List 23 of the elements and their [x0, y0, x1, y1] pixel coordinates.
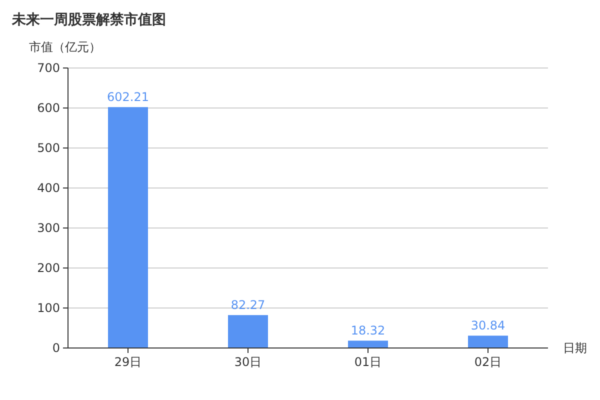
bar — [468, 336, 508, 348]
x-tick-label: 01日 — [354, 355, 382, 369]
x-tick-label: 29日 — [114, 355, 142, 369]
data-label: 602.21 — [107, 90, 149, 104]
y-tick-label: 300 — [37, 221, 60, 235]
y-axis-title: 市值（亿元） — [29, 40, 101, 54]
data-label: 30.84 — [470, 318, 506, 333]
x-tick-label: 30日 — [234, 355, 262, 369]
bar — [108, 107, 148, 348]
y-tick-label: 700 — [37, 61, 60, 75]
x-axis-title: 日期 — [563, 341, 587, 355]
y-tick-label: 200 — [37, 261, 60, 275]
y-tick-label: 0 — [52, 341, 60, 355]
x-tick-label: 02日 — [474, 355, 502, 369]
bar — [348, 340, 388, 348]
data-label: 82.27 — [230, 298, 266, 312]
bar — [228, 315, 268, 348]
chart-title: 未来一周股票解禁市值图 — [11, 11, 166, 28]
y-tick-label: 100 — [37, 301, 60, 315]
y-tick-label: 500 — [37, 141, 60, 155]
y-tick-label: 400 — [37, 181, 60, 195]
y-tick-label: 600 — [37, 101, 60, 115]
data-label: 18.32 — [350, 324, 386, 338]
